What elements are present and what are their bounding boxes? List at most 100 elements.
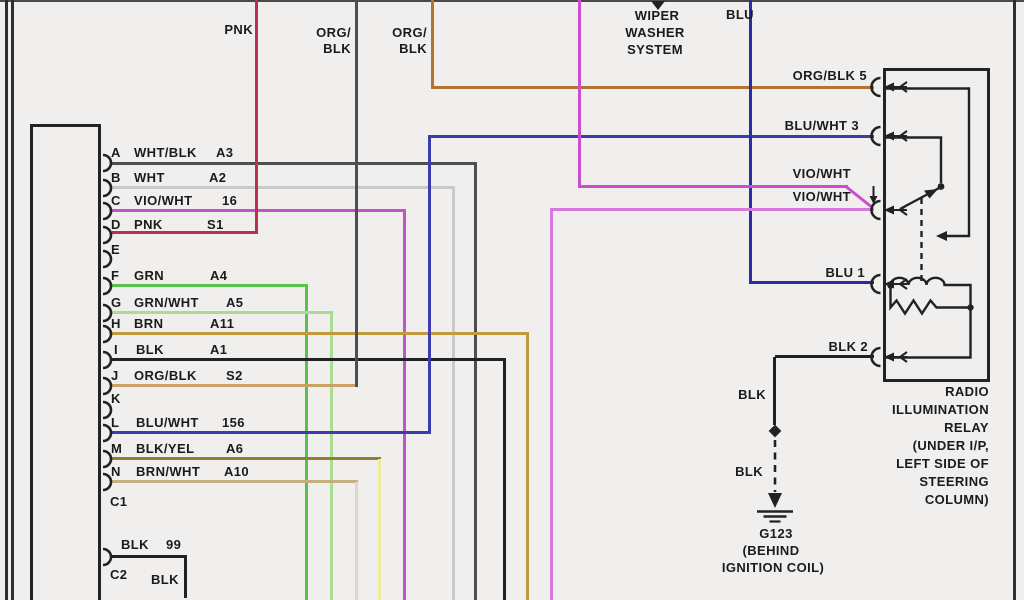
wire-wht-blk-a3 (112, 162, 477, 165)
relay-vio-label-1: VIO/WHT (792, 166, 851, 181)
pin-d-letter: D (111, 217, 121, 232)
page-border-top (0, 0, 1024, 2)
wire-brn-wht-a10 (112, 480, 358, 483)
connector-pin-terminal (102, 153, 113, 173)
pin-m-letter: M (111, 441, 123, 456)
pin-j-letter: J (111, 368, 119, 383)
pin-a-letter: A (111, 145, 121, 160)
connector-pin-terminal (102, 400, 113, 420)
pin-l-color: BLU/WHT (136, 415, 199, 430)
pin-n-color: BRN/WHT (136, 464, 201, 479)
ground-blk-label-1: BLK (738, 387, 766, 402)
pin-l-letter: L (111, 415, 120, 430)
wire-org-blk-relay (431, 86, 874, 89)
relay-caption-5: LEFT SIDE OF (896, 456, 989, 471)
ground-blk-label-2: BLK (735, 464, 763, 479)
pnk-wire-label: PNK (224, 22, 253, 37)
ground-id-label: G123 (759, 526, 793, 541)
pin-f-letter: F (111, 268, 120, 283)
pin-n-circuit: A10 (224, 464, 250, 479)
relay-caption-6: STEERING (919, 474, 989, 489)
pin-m-circuit: A6 (226, 441, 244, 456)
connector-pin-terminal (102, 423, 113, 443)
wire-vio-wht-relay-lower (550, 208, 553, 600)
wire-blk-ground (775, 355, 874, 358)
page-border-right (1013, 0, 1016, 600)
connector-pin-terminal (102, 303, 113, 323)
connector-pin-terminal (102, 276, 113, 296)
pin-g-circuit: A5 (226, 295, 244, 310)
org-blk-label-1a: ORG/ (316, 25, 351, 40)
pin-n-letter: N (111, 464, 121, 479)
pin-c2-blk-label: BLK (151, 572, 179, 587)
relay-caption-2: ILLUMINATION (892, 402, 989, 417)
wire-pnk-s1 (255, 0, 258, 234)
pin-d-color: PNK (134, 217, 163, 232)
connector-pin-terminal (102, 324, 113, 344)
pin-d-circuit: S1 (207, 217, 224, 232)
wire-vio-wht-16 (112, 209, 406, 212)
blu-wire-label: BLU (726, 7, 754, 22)
connector-c2-label: C2 (110, 567, 128, 582)
pin-e-letter: E (111, 242, 121, 257)
ground-loc-label-1: (BEHIND (742, 543, 800, 558)
pin-m-color: BLK/YEL (136, 441, 195, 456)
pin-h-letter: H (111, 316, 121, 331)
wire-grn-wht-a5 (330, 311, 333, 600)
wire-brn-a11 (526, 332, 529, 600)
pin-a-circuit: A3 (216, 145, 234, 160)
wiper-label-2: WASHER (625, 25, 685, 40)
connector-pin-terminal (102, 449, 113, 469)
wire-grn-a4 (305, 284, 308, 600)
pin-f-color: GRN (134, 268, 165, 283)
wire-grn-a4 (112, 284, 308, 287)
connector-c1-label: C1 (110, 494, 128, 509)
wire-blk-yel-a6 (112, 457, 381, 460)
connector-pin-terminal (102, 547, 113, 567)
relay-caption-1: RADIO (945, 384, 989, 399)
wiper-label-1: WIPER (634, 8, 680, 23)
pin-g-letter: G (111, 295, 122, 310)
wire-blk-yel-a6-drop (378, 459, 381, 600)
connector-pin-terminal (102, 225, 113, 245)
wire-org-blk-relay (431, 0, 434, 89)
relay-pin1-label: BLU 1 (825, 265, 865, 280)
connector-pin-terminal (102, 350, 113, 370)
connector-pin-terminal (102, 201, 113, 221)
wire-blu-wht-156 (428, 135, 874, 138)
relay-vio-label-2: VIO/WHT (792, 189, 851, 204)
relay-caption-3: RELAY (944, 420, 989, 435)
pin-c-letter: C (111, 193, 121, 208)
wire-blk-99 (184, 555, 187, 598)
connector-pin-terminal (102, 178, 113, 198)
wire-wht-a2 (112, 186, 455, 189)
relay-pin5-label: ORG/BLK 5 (792, 68, 867, 83)
org-blk-label-2a: ORG/ (392, 25, 427, 40)
pin-j-circuit: S2 (226, 368, 243, 383)
connector-pin-terminal (102, 472, 113, 492)
wire-blk-a1 (112, 358, 506, 361)
wiper-label-3: SYSTEM (627, 42, 683, 57)
org-blk-label-1b: BLK (323, 41, 351, 56)
wire-blu-wht-156 (428, 135, 431, 434)
pin-i-letter: I (114, 342, 119, 357)
pin-c-circuit: 16 (222, 193, 238, 208)
wire-wht-blk-a3 (474, 162, 477, 600)
wire-blk-99 (112, 555, 187, 558)
pin-k-letter: K (111, 391, 121, 406)
wire-blu-main (749, 281, 874, 284)
wire-vio-wht-16 (403, 209, 406, 600)
wire-blu-main (749, 0, 752, 284)
pin-g-color: GRN/WHT (134, 295, 199, 310)
wire-org-blk-s2 (112, 384, 358, 387)
relay-pin2-label: BLK 2 (828, 339, 868, 354)
pin-h-circuit: A11 (210, 316, 235, 331)
pin-i-circuit: A1 (210, 342, 228, 357)
wire-blu-wht-156 (112, 431, 431, 434)
vio-wht-junction (845, 185, 878, 208)
page-border-left-outer (5, 0, 8, 600)
page-border-left-inner (11, 0, 14, 600)
pin-blk99-color: BLK (121, 537, 149, 552)
pin-i-color: BLK (136, 342, 164, 357)
